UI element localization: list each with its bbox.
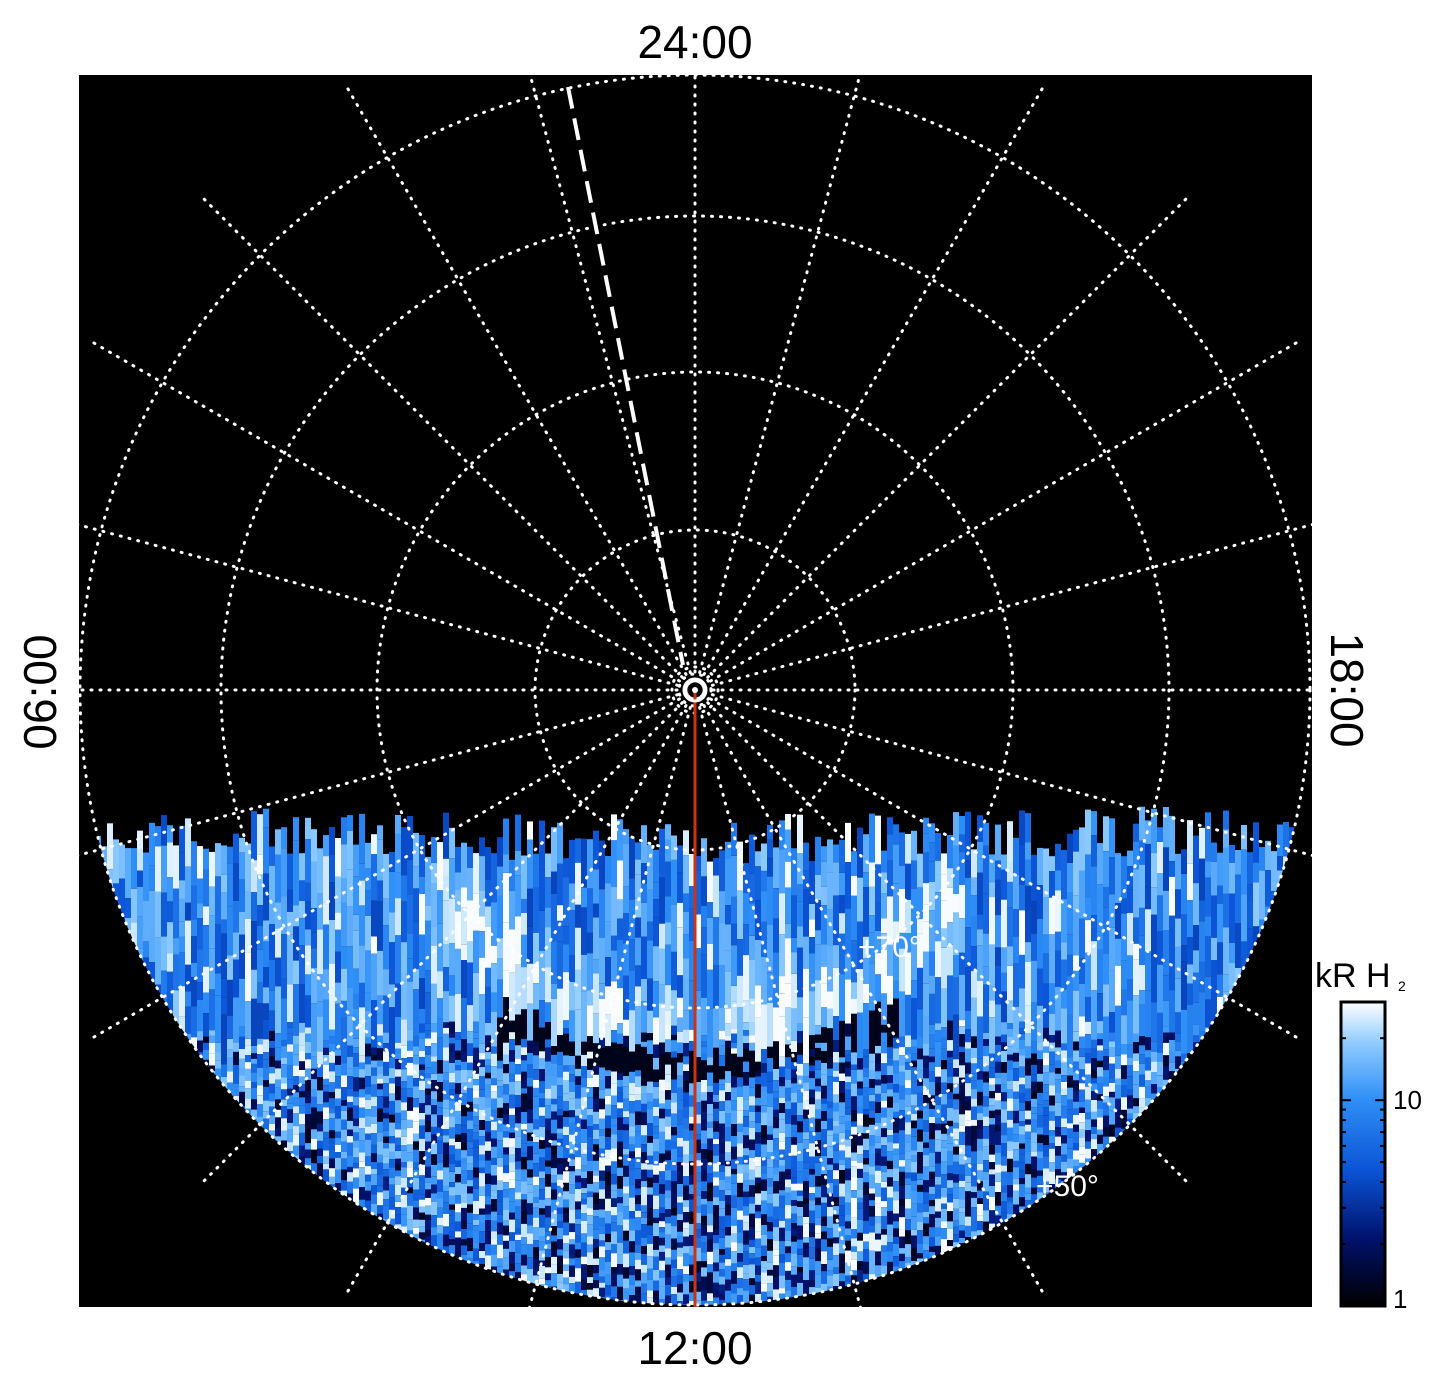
latitude-label-50: +50°	[1036, 1170, 1099, 1203]
pole-center-dot	[692, 687, 698, 693]
local-time-label-right: 18:00	[1321, 632, 1373, 747]
colorbar: kR H 2 10 1	[1315, 957, 1422, 1314]
colorbar-tick-label-10: 10	[1393, 1085, 1422, 1115]
colorbar-title: kR H	[1315, 957, 1391, 995]
local-time-label-left: 06:00	[14, 634, 66, 749]
local-time-label-top: 24:00	[637, 16, 752, 68]
colorbar-title-subscript: 2	[1398, 978, 1406, 994]
colorbar-tick-label-1: 1	[1393, 1284, 1407, 1314]
colorbar-gradient	[1341, 1002, 1385, 1306]
local-time-label-bottom: 12:00	[637, 1322, 752, 1374]
latitude-label-70: +70°	[858, 931, 921, 964]
